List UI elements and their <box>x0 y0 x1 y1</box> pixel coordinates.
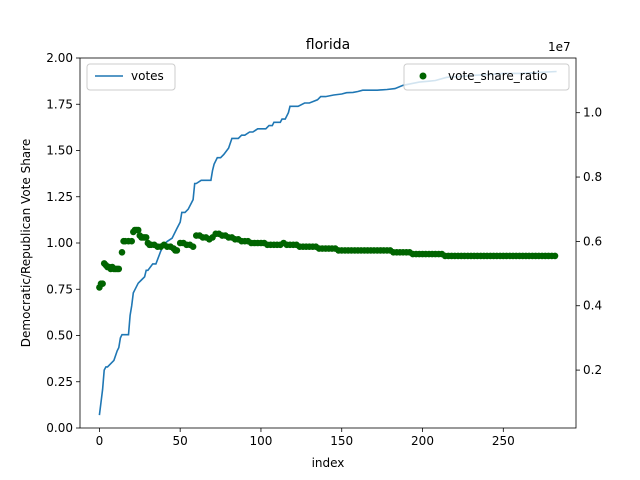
x-tick-label: 50 <box>173 434 188 448</box>
legend-votes: votes <box>86 63 176 91</box>
legend-ratio-box <box>403 63 570 91</box>
chart-title: florida <box>306 37 351 53</box>
x-tick-label: 100 <box>249 434 272 448</box>
ratio-point <box>173 247 181 254</box>
x-axis-label: index <box>312 456 345 470</box>
votes-line <box>98 70 557 416</box>
ratio-point <box>99 280 106 288</box>
ratio-point <box>134 226 142 234</box>
y-left-tick-label: 1.50 <box>46 144 73 158</box>
y-left-tick-label: 1.00 <box>46 236 73 250</box>
y-left-tick-label: 0.00 <box>46 421 73 435</box>
y-right-tick-label: 0.4 <box>583 299 602 313</box>
ratio-point <box>118 249 126 256</box>
ratio-point <box>115 265 123 273</box>
y-left-tick-label: 0.75 <box>46 282 73 296</box>
legend-votes-label: votes <box>131 69 164 83</box>
y-left-axis-label: Democratic/Republican Vote Share <box>19 139 33 347</box>
ratio-point <box>142 234 150 241</box>
plot-area <box>96 70 559 416</box>
y-left-tick-label: 2.00 <box>46 51 73 65</box>
y-right-tick-label: 0.6 <box>583 234 602 248</box>
x-axis: 0 50 100 150 200 250 <box>96 428 515 448</box>
y-right-tick-label: 1.0 <box>583 106 602 120</box>
x-tick-label: 200 <box>411 434 434 448</box>
y-right-tick-label: 0.8 <box>583 170 602 184</box>
legend-ratio-marker <box>419 72 427 80</box>
ratio-point <box>551 252 559 260</box>
plot-frame <box>79 57 577 429</box>
y-right-axis: 0.2 0.4 0.6 0.8 1.0 <box>576 106 602 377</box>
legend-ratio-label: vote_share_ratio <box>448 69 547 83</box>
y-right-tick-label: 0.2 <box>583 363 602 377</box>
right-axis-multiplier: 1e7 <box>548 40 571 54</box>
x-tick-label: 150 <box>330 434 353 448</box>
legend-votes-box <box>86 63 176 91</box>
y-left-tick-label: 0.25 <box>46 375 73 389</box>
y-left-tick-label: 1.25 <box>46 190 73 204</box>
y-left-axis: 0.00 0.25 0.50 0.75 1.00 1.25 1.50 1.75 2.00 <box>46 51 80 435</box>
y-left-tick-label: 0.50 <box>46 329 73 343</box>
ratio-point <box>128 237 135 245</box>
y-left-tick-label: 1.75 <box>46 97 73 111</box>
legend-ratio: vote_share_ratio <box>403 63 570 91</box>
x-tick-label: 250 <box>492 434 515 448</box>
ratio-point <box>189 243 197 250</box>
x-tick-label: 0 <box>96 434 104 448</box>
